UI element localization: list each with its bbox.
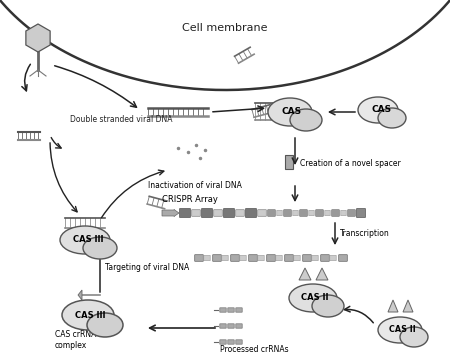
Ellipse shape [358, 97, 398, 123]
Text: CAS III: CAS III [73, 236, 103, 245]
FancyBboxPatch shape [180, 209, 190, 218]
FancyBboxPatch shape [236, 340, 242, 344]
Ellipse shape [60, 226, 110, 254]
Ellipse shape [62, 300, 114, 330]
Text: CRISPR Array: CRISPR Array [162, 195, 218, 205]
Text: Cell membrane: Cell membrane [182, 23, 268, 33]
FancyBboxPatch shape [246, 209, 256, 218]
FancyBboxPatch shape [220, 340, 226, 344]
FancyBboxPatch shape [231, 255, 239, 261]
Polygon shape [316, 268, 328, 280]
FancyBboxPatch shape [348, 210, 356, 216]
Text: Double stranded viral DNA: Double stranded viral DNA [70, 115, 172, 124]
FancyBboxPatch shape [192, 210, 200, 216]
FancyBboxPatch shape [321, 255, 329, 261]
FancyBboxPatch shape [312, 255, 318, 261]
FancyBboxPatch shape [258, 210, 266, 216]
Polygon shape [78, 290, 82, 300]
FancyBboxPatch shape [228, 308, 234, 312]
FancyBboxPatch shape [300, 210, 307, 216]
FancyBboxPatch shape [293, 210, 298, 216]
FancyBboxPatch shape [303, 255, 311, 261]
FancyBboxPatch shape [284, 210, 291, 216]
FancyBboxPatch shape [228, 340, 234, 344]
Polygon shape [299, 268, 311, 280]
FancyBboxPatch shape [330, 255, 336, 261]
FancyBboxPatch shape [339, 255, 347, 261]
Ellipse shape [83, 237, 117, 259]
Ellipse shape [290, 109, 322, 131]
FancyBboxPatch shape [228, 324, 234, 328]
Ellipse shape [400, 327, 428, 347]
FancyBboxPatch shape [249, 255, 257, 261]
Ellipse shape [268, 98, 312, 126]
FancyBboxPatch shape [213, 255, 221, 261]
Bar [285, 155, 293, 169]
FancyBboxPatch shape [236, 308, 242, 312]
Text: CAS II: CAS II [301, 293, 329, 302]
FancyBboxPatch shape [332, 210, 339, 216]
Text: CAS: CAS [372, 106, 392, 115]
FancyBboxPatch shape [258, 255, 264, 261]
Ellipse shape [289, 284, 337, 312]
FancyBboxPatch shape [236, 324, 242, 328]
FancyBboxPatch shape [220, 308, 226, 312]
FancyBboxPatch shape [277, 210, 282, 216]
Ellipse shape [378, 317, 422, 343]
FancyArrow shape [162, 210, 179, 217]
FancyBboxPatch shape [356, 209, 365, 218]
Ellipse shape [378, 108, 406, 128]
Text: Targeting of viral DNA: Targeting of viral DNA [105, 264, 189, 273]
FancyBboxPatch shape [202, 209, 212, 218]
Text: CAS crRNA
complex: CAS crRNA complex [55, 330, 96, 350]
FancyBboxPatch shape [240, 255, 246, 261]
FancyBboxPatch shape [294, 255, 300, 261]
FancyBboxPatch shape [214, 210, 222, 216]
FancyBboxPatch shape [268, 210, 275, 216]
FancyBboxPatch shape [325, 210, 330, 216]
FancyBboxPatch shape [316, 210, 323, 216]
FancyBboxPatch shape [236, 210, 244, 216]
Text: CAS III: CAS III [75, 310, 105, 320]
FancyBboxPatch shape [222, 255, 228, 261]
Ellipse shape [312, 295, 344, 317]
FancyBboxPatch shape [195, 255, 203, 261]
FancyBboxPatch shape [276, 255, 282, 261]
Text: Inactivation of viral DNA: Inactivation of viral DNA [148, 181, 242, 190]
Text: CAS II: CAS II [389, 325, 415, 335]
Text: Transcription: Transcription [340, 229, 390, 238]
Text: Creation of a novel spacer: Creation of a novel spacer [300, 158, 401, 167]
Text: Processed crRNAs: Processed crRNAs [220, 345, 288, 355]
Polygon shape [388, 300, 398, 312]
Text: CAS: CAS [282, 107, 302, 116]
FancyBboxPatch shape [204, 255, 210, 261]
FancyBboxPatch shape [267, 255, 275, 261]
FancyBboxPatch shape [285, 255, 293, 261]
Polygon shape [403, 300, 413, 312]
Ellipse shape [87, 313, 123, 337]
FancyBboxPatch shape [224, 209, 234, 218]
FancyBboxPatch shape [220, 324, 226, 328]
FancyBboxPatch shape [341, 210, 346, 216]
FancyBboxPatch shape [309, 210, 314, 216]
Polygon shape [26, 24, 50, 52]
